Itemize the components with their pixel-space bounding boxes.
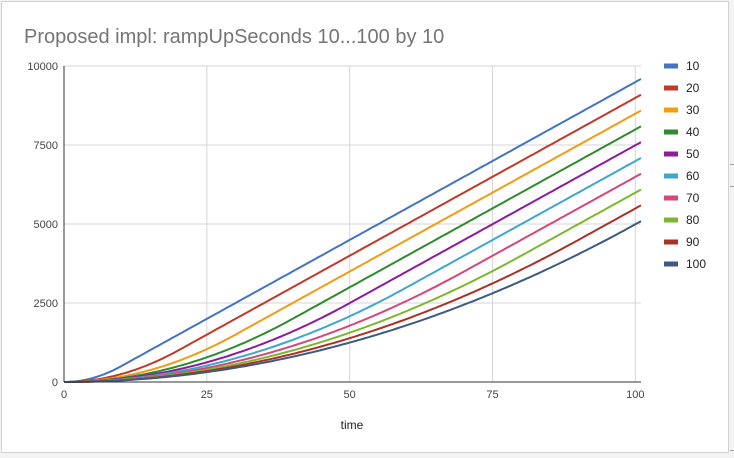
legend-label-80: 80 [686, 213, 700, 227]
series-line-30 [64, 109, 642, 383]
y-tick-label: 10000 [27, 61, 58, 73]
edge-tick [730, 186, 734, 187]
legend-label-70: 70 [686, 191, 700, 205]
legend-label-90: 90 [686, 235, 700, 249]
legend-swatch-50 [664, 151, 678, 157]
legend-swatch-40 [664, 129, 678, 135]
legend-label-30: 30 [686, 103, 700, 117]
series-line-10 [64, 78, 642, 383]
legend-swatch-30 [664, 107, 678, 113]
grid [64, 65, 641, 382]
legend-label-10: 10 [686, 59, 700, 73]
legend: 10 20 30 40 50 60 70 80 90 100 [664, 59, 706, 271]
series-line-40 [64, 125, 642, 383]
edge-tick [730, 450, 734, 451]
legend-swatch-20 [664, 85, 678, 91]
legend-swatch-10 [664, 63, 678, 69]
y-tick-label: 5000 [34, 219, 58, 231]
series-line-100 [64, 220, 642, 383]
x-tick-label: 75 [486, 389, 498, 401]
legend-label-20: 20 [686, 81, 700, 95]
series-line-90 [64, 204, 642, 383]
chart-title: Proposed impl: rampUpSeconds 10...100 by… [24, 26, 444, 48]
legend-swatch-70 [664, 195, 678, 201]
legend-label-100: 100 [686, 257, 706, 271]
legend-label-60: 60 [686, 169, 700, 183]
x-tick-label: 25 [201, 389, 213, 401]
axes: 0 2500 5000 7500 10000 0 25 50 75 100 [27, 61, 644, 401]
x-tick-label: 0 [61, 389, 67, 401]
y-tick-label: 0 [52, 377, 58, 389]
y-tick-label: 2500 [34, 298, 58, 310]
legend-swatch-90 [664, 239, 678, 245]
series-line-50 [64, 141, 642, 383]
edge-tick [730, 164, 734, 165]
legend-swatch-60 [664, 173, 678, 179]
x-axis-title: time [341, 418, 364, 432]
series-line-60 [64, 157, 642, 383]
legend-swatch-80 [664, 217, 678, 223]
series-layer [64, 78, 642, 383]
x-tick-label: 100 [626, 389, 644, 401]
legend-label-40: 40 [686, 125, 700, 139]
x-tick-label: 50 [344, 389, 356, 401]
series-line-20 [64, 93, 642, 383]
legend-swatch-100 [664, 261, 678, 267]
legend-label-50: 50 [686, 147, 700, 161]
y-tick-label: 7500 [34, 140, 58, 152]
